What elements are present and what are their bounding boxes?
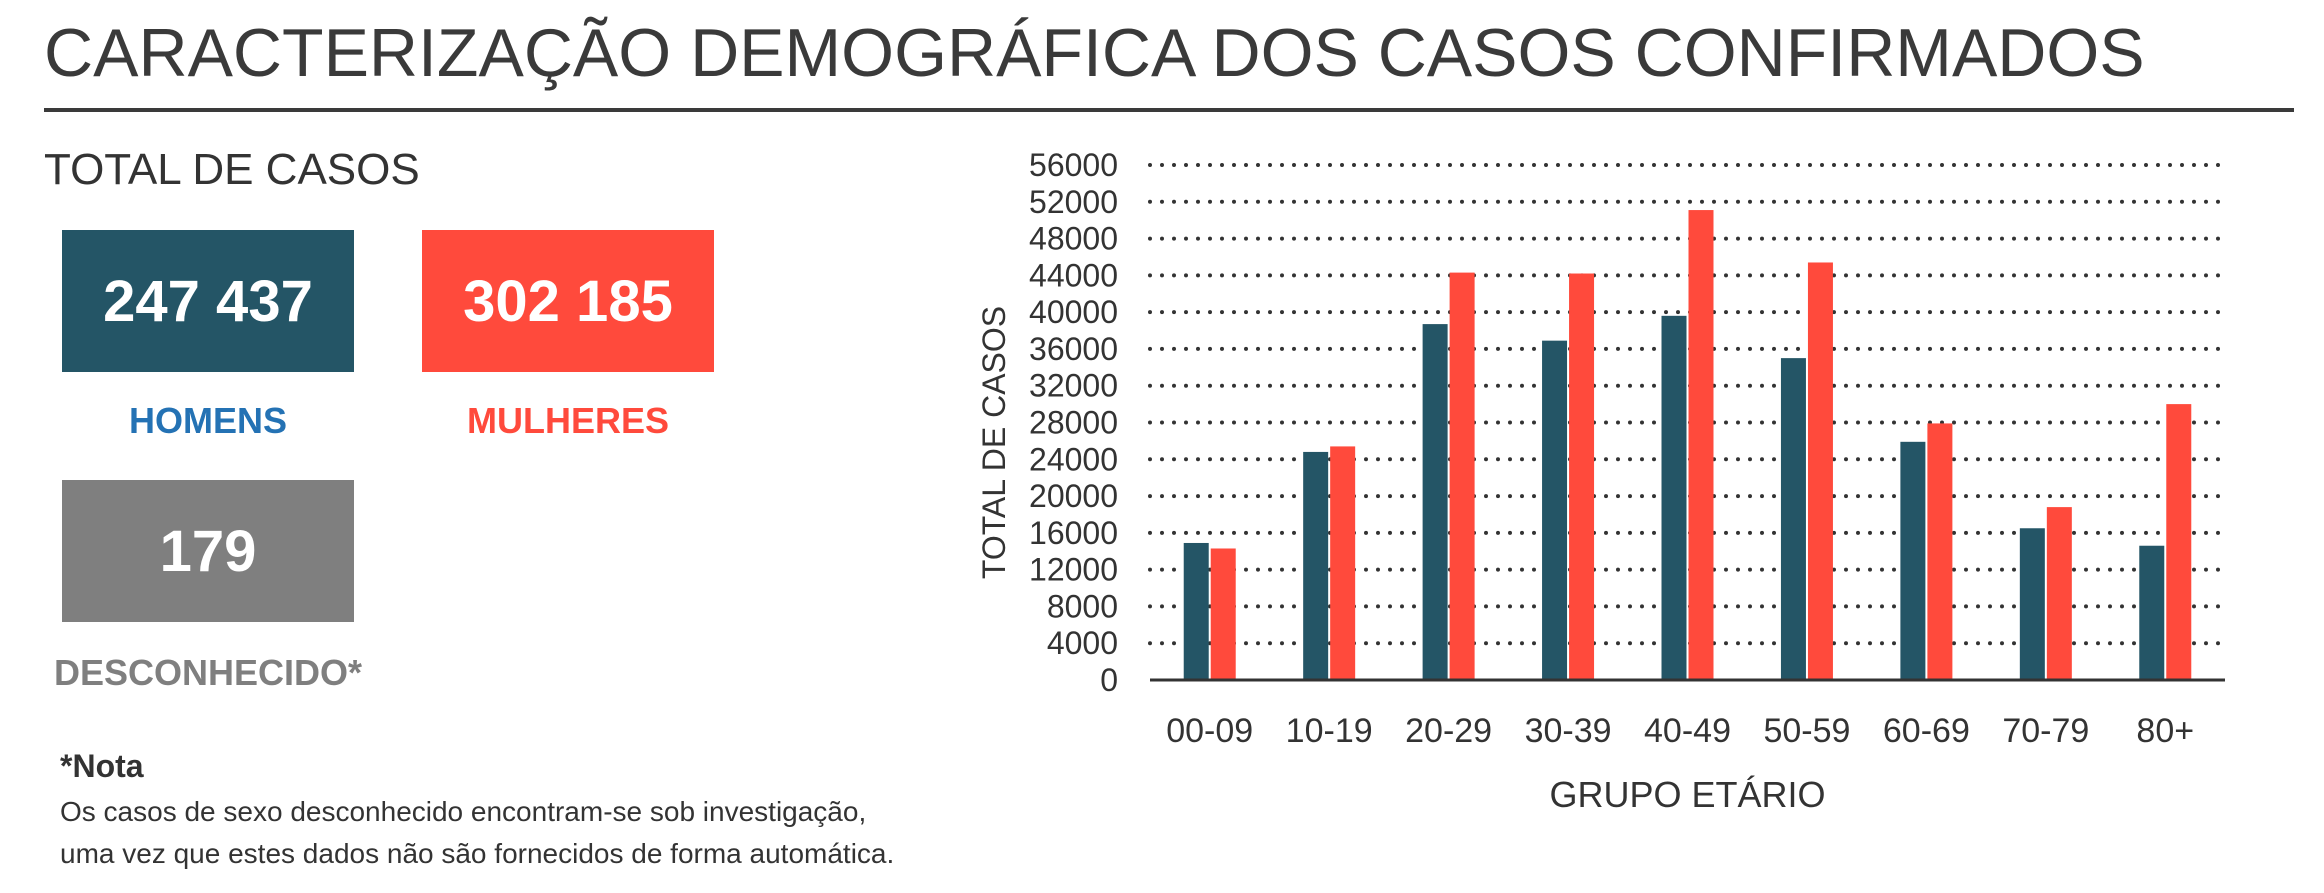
bar-40-49-series-1 xyxy=(1661,315,1687,680)
bar-70-79-series-1 xyxy=(2019,528,2045,680)
section-title: TOTAL DE CASOS xyxy=(44,145,420,194)
x-tick-label: 40-49 xyxy=(1644,712,1731,750)
bar-30-39-series-1 xyxy=(1542,340,1568,680)
x-tick-label: 20-29 xyxy=(1405,712,1492,750)
y-tick-label: 36000 xyxy=(1029,331,1118,367)
desconhecido-total-value: 179 xyxy=(159,518,257,584)
y-tick-label: 52000 xyxy=(1029,184,1118,220)
mulheres-total-box: 302 185 xyxy=(422,230,714,372)
homens-total-box: 247 437 xyxy=(62,230,354,372)
y-tick-label: 4000 xyxy=(1047,625,1118,661)
y-tick-labels: 0400080001200016000200002400028000320003… xyxy=(1029,147,1118,698)
x-tick-label: 00-09 xyxy=(1166,712,1253,750)
bar-80+-series-2 xyxy=(2166,404,2192,680)
bar-50-59-series-1 xyxy=(1780,358,1806,680)
note-line-1: Os casos de sexo desconhecido encontram-… xyxy=(60,796,867,827)
x-tick-label: 70-79 xyxy=(2002,712,2089,750)
bar-80+-series-1 xyxy=(2139,545,2165,680)
desconhecido-label: DESCONHECIDO* xyxy=(53,652,363,693)
bar-60-69-series-2 xyxy=(1927,423,1953,680)
title-divider xyxy=(44,108,2294,112)
note-title: *Nota xyxy=(60,748,144,784)
y-tick-label: 32000 xyxy=(1029,368,1118,404)
bar-10-19-series-1 xyxy=(1303,451,1329,680)
y-tick-label: 12000 xyxy=(1029,552,1118,588)
homens-label: HOMENS xyxy=(128,400,287,441)
desconhecido-total-box: 179 xyxy=(62,480,354,622)
y-tick-label: 20000 xyxy=(1029,478,1118,514)
y-tick-label: 28000 xyxy=(1029,405,1118,441)
note-line-2: uma vez que estes dados não são fornecid… xyxy=(60,838,895,869)
y-tick-label: 8000 xyxy=(1047,588,1118,624)
x-tick-label: 80+ xyxy=(2136,712,2194,750)
bar-20-29-series-1 xyxy=(1422,324,1448,680)
mulheres-total-value: 302 185 xyxy=(463,268,673,334)
x-tick-label: 50-59 xyxy=(1763,712,1850,750)
bar-30-39-series-2 xyxy=(1569,273,1595,680)
bar-00-09-series-2 xyxy=(1210,548,1236,680)
y-tick-label: 56000 xyxy=(1029,147,1118,183)
bar-10-19-series-2 xyxy=(1330,446,1356,680)
age-group-bar-chart: 0400080001200016000200002400028000320003… xyxy=(976,147,2227,815)
x-tick-labels: 00-09 10-19 20-29 30-39 40-49 50-59 60-69 70-79… xyxy=(1166,712,2194,750)
x-tick-label: 10-19 xyxy=(1286,712,1373,750)
y-tick-label: 0 xyxy=(1100,662,1118,698)
homens-total-value: 247 437 xyxy=(103,268,313,334)
x-tick-label: 60-69 xyxy=(1883,712,1970,750)
x-axis-label: GRUPO ETÁRIO xyxy=(1549,774,1825,815)
bar-50-59-series-2 xyxy=(1807,262,1833,680)
y-tick-label: 40000 xyxy=(1029,294,1118,330)
mulheres-label: MULHERES xyxy=(466,400,669,441)
chart-gridlines xyxy=(1148,163,2227,646)
y-tick-label: 16000 xyxy=(1029,515,1118,551)
bar-70-79-series-2 xyxy=(2046,507,2072,680)
x-tick-label: 30-39 xyxy=(1525,712,1612,750)
y-axis-label: TOTAL DE CASOS xyxy=(976,306,1012,579)
y-tick-label: 48000 xyxy=(1029,221,1118,257)
bar-20-29-series-2 xyxy=(1449,272,1475,680)
y-tick-label: 44000 xyxy=(1029,257,1118,293)
y-tick-label: 24000 xyxy=(1029,441,1118,477)
bar-40-49-series-2 xyxy=(1688,210,1714,680)
bar-00-09-series-1 xyxy=(1183,542,1209,680)
chart-bars xyxy=(1183,210,2192,680)
bar-60-69-series-1 xyxy=(1900,441,1926,680)
page-title: CARACTERIZAÇÃO DEMOGRÁFICA DOS CASOS CON… xyxy=(44,15,2145,91)
